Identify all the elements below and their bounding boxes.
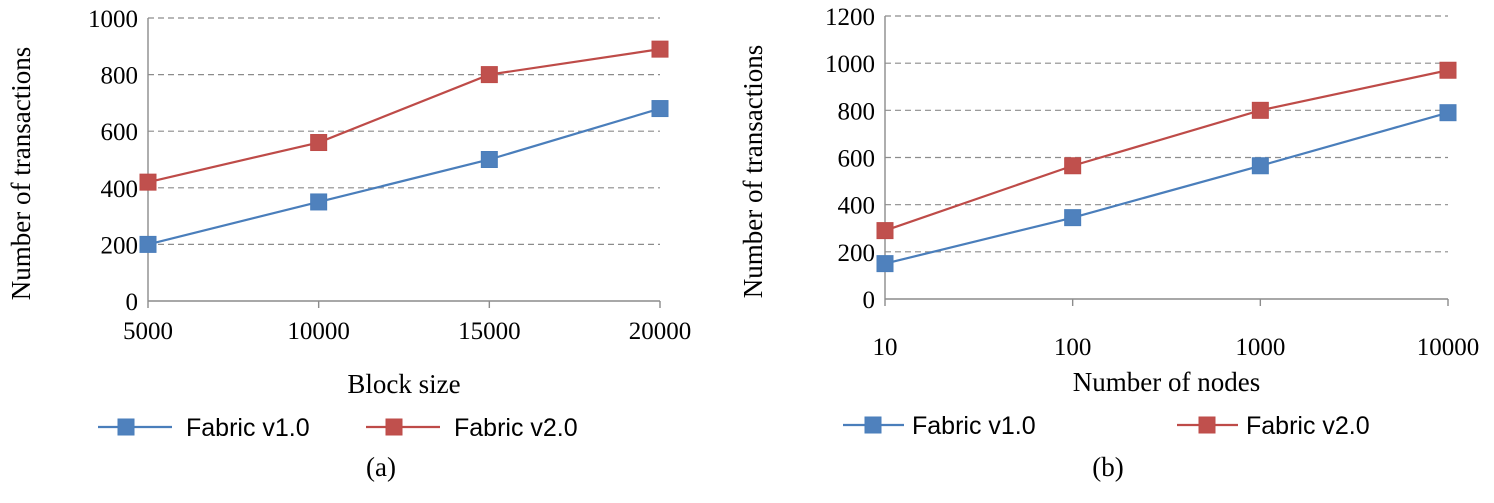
chart-a-y-ticks: 0 200 400 600 800 1000 <box>88 6 138 316</box>
chart-a-y-tick-label: 800 <box>101 63 139 90</box>
chart-a-y-tick-label: 1000 <box>88 6 138 33</box>
chart-a-data-point-v1 <box>651 100 669 118</box>
chart-a-data-point-v2 <box>651 40 669 58</box>
chart-b-caption: (b) <box>1092 452 1123 482</box>
chart-a-caption: (a) <box>366 452 396 482</box>
chart-a-x-tick-label: 15000 <box>458 318 521 345</box>
chart-a-data-point-v2 <box>480 66 498 84</box>
chart-b-legend: Fabric v1.0 Fabric v2.0 <box>843 412 1370 440</box>
chart-b-data-point-v1 <box>1251 157 1269 175</box>
chart-b-y-tick-label: 0 <box>863 287 876 314</box>
chart-a-x-tick-label: 20000 <box>629 318 692 345</box>
chart-b-y-tick-label: 600 <box>838 146 876 173</box>
chart-b-data-point-v1 <box>876 255 894 273</box>
chart-a-legend: Fabric v1.0 Fabric v2.0 <box>98 414 578 442</box>
chart-b-x-tick-label: 1000 <box>1235 334 1285 361</box>
chart-a-legend-marker-v1 <box>117 418 135 436</box>
chart-a-series-line-v1 <box>147 107 661 246</box>
chart-b-y-tick-label: 200 <box>838 240 876 267</box>
chart-a-y-tick-label: 400 <box>101 176 139 203</box>
chart-b: 0 200 400 600 800 1000 1200 10 100 1000 10000 Num… <box>738 4 1479 482</box>
chart-a-data-point-v1 <box>139 235 157 253</box>
chart-b-x-tick-label: 10 <box>873 334 898 361</box>
chart-b-gridlines <box>885 15 1448 253</box>
chart-a: 0 200 400 600 800 1000 5000 10000 15000 20000 Nu… <box>6 6 691 482</box>
chart-a-gridlines <box>148 17 660 245</box>
chart-a-x-tick-label: 5000 <box>123 318 173 345</box>
chart-b-data-point-v1 <box>1439 104 1457 122</box>
chart-a-series-line-v2 <box>147 48 661 184</box>
chart-b-x-axis-title: Number of nodes <box>1073 367 1260 397</box>
chart-a-data-point-v1 <box>480 151 498 168</box>
chart-b-x-tick-label: 100 <box>1054 334 1092 361</box>
chart-b-x-tick-label: 10000 <box>1417 334 1480 361</box>
chart-a-data-point-v2 <box>139 173 157 191</box>
chart-b-data-point-v2 <box>1439 61 1457 79</box>
chart-b-legend-marker-v1 <box>864 416 882 434</box>
chart-a-x-tick-label: 10000 <box>287 318 350 345</box>
chart-a-y-tick-label: 0 <box>126 289 139 316</box>
chart-a-legend-label-v1: Fabric v1.0 <box>186 414 310 442</box>
chart-b-y-tick-label: 1200 <box>825 4 875 31</box>
chart-a-x-axis-title: Block size <box>347 369 460 399</box>
chart-b-series-line-v2 <box>884 69 1449 232</box>
chart-b-data-point-v2 <box>876 222 894 240</box>
chart-a-data-point-v2 <box>310 134 328 152</box>
chart-b-y-ticks: 0 200 400 600 800 1000 1200 <box>825 4 875 314</box>
chart-b-y-tick-label: 800 <box>838 98 876 125</box>
chart-b-series-line-v1 <box>884 111 1449 265</box>
chart-a-series <box>139 40 669 253</box>
chart-a-legend-label-v2: Fabric v2.0 <box>454 414 578 442</box>
chart-b-data-point-v2 <box>1064 157 1082 175</box>
chart-b-data-point-v1 <box>1064 209 1082 227</box>
chart-b-y-tick-label: 1000 <box>825 51 875 78</box>
chart-b-y-axis-title: Number of transactions <box>738 45 768 298</box>
chart-b-series <box>876 61 1457 273</box>
chart-b-legend-marker-v2 <box>1198 416 1216 434</box>
chart-a-legend-marker-v2 <box>385 418 403 436</box>
chart-b-legend-label-v1: Fabric v1.0 <box>912 412 1036 440</box>
chart-b-legend-label-v2: Fabric v2.0 <box>1246 412 1370 440</box>
chart-b-y-tick-label: 400 <box>838 193 876 220</box>
chart-a-data-point-v1 <box>310 193 328 211</box>
chart-a-y-tick-label: 200 <box>101 232 139 259</box>
chart-b-x-ticks: 10 100 1000 10000 <box>873 299 1480 361</box>
chart-a-y-tick-label: 600 <box>101 119 139 146</box>
chart-b-data-point-v2 <box>1251 101 1269 119</box>
chart-a-x-ticks: 5000 10000 15000 20000 <box>123 301 691 345</box>
chart-a-y-axis-title: Number of transactions <box>6 47 36 300</box>
